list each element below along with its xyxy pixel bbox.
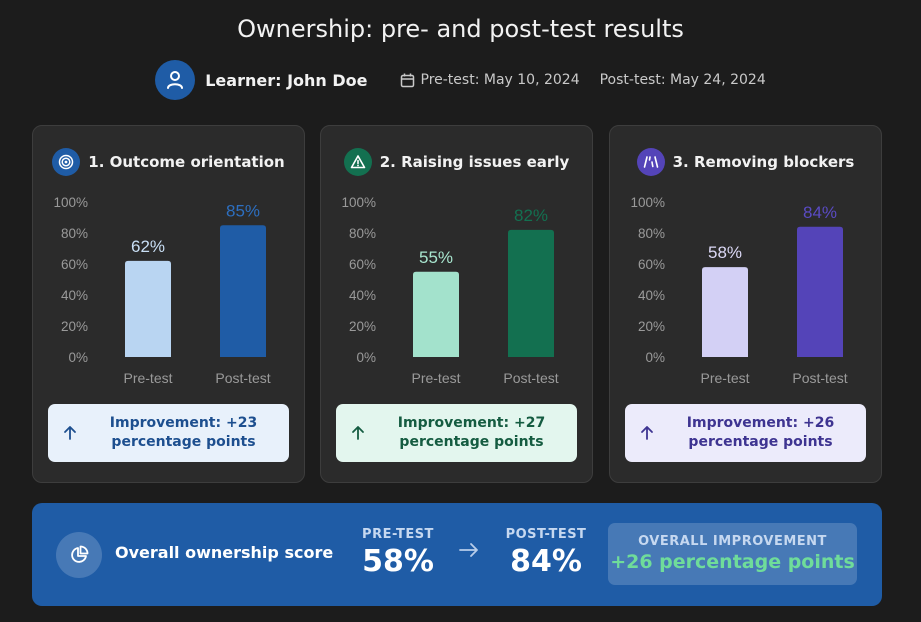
overall-summary-panel: Overall ownership score PRE-TEST 58% POS… [32,503,882,606]
arrow-right-icon [458,541,480,563]
post-test-value: 84% [510,544,582,579]
bar-pre-test [702,267,748,357]
bar-chart: 0% 20% 40% 60% 80% 100% 62% Pre-test 85% Post-tes… [53,195,270,386]
user-icon [155,60,196,100]
x-category-label: Post-test [792,370,847,386]
pre-test-label: PRE-TEST [362,527,434,542]
learner-name: Learner: John Doe [205,70,368,90]
post-test-score: POST-TEST 84% [494,527,598,579]
x-category-label: Pre-test [411,370,460,386]
y-tick-label: 20% [349,319,376,334]
data-label: 82% [514,206,548,225]
y-tick-label: 80% [638,226,665,241]
y-tick-label: 100% [630,195,665,210]
y-tick-label: 0% [68,350,88,365]
warning-icon [343,148,372,176]
bar-pre-test [125,260,171,357]
arrow-up-icon [48,425,92,441]
overall-improvement-label: OVERALL IMPROVEMENT [638,534,827,549]
y-tick-label: 100% [53,195,88,210]
data-label: 85% [226,201,260,220]
y-tick-label: 60% [61,257,88,272]
y-tick-label: 80% [61,226,88,241]
improvement-box: Improvement: +26 percentage points [625,404,866,462]
y-tick-label: 0% [645,350,665,365]
x-category-label: Pre-test [700,370,749,386]
card-title: 3. Removing blockers [672,153,855,171]
y-tick-label: 0% [356,350,376,365]
improvement-text: Improvement: +27 percentage points [397,415,546,450]
x-category-label: Pre-test [123,370,172,386]
summary-label: Overall ownership score [115,543,334,562]
data-label: 58% [708,243,742,262]
card-header: 2. Raising issues early [321,147,592,177]
improvement-box: Improvement: +27 percentage points [336,404,577,462]
improvement-box: Improvement: +23 percentage points [48,404,289,462]
y-tick-label: 100% [341,195,376,210]
y-tick-label: 60% [638,257,665,272]
card-header: 1. Outcome orientation [33,147,304,177]
card-header: 3. Removing blockers [610,147,881,177]
skill-card-removing-blockers: 3. Removing blockers 0% 20% 40% 60% 80% 100% 5… [609,125,882,483]
y-tick-label: 40% [638,288,665,303]
post-test-date: Post-test: May 24, 2024 [599,72,766,88]
x-category-label: Post-test [503,370,558,386]
data-label: 55% [419,248,453,267]
bar-chart: 0% 20% 40% 60% 80% 100% 55% Pre-test 82% Post-tes… [341,195,558,386]
bar-pre-test [413,271,459,357]
overall-improvement-box: OVERALL IMPROVEMENT +26 percentage point… [608,523,857,585]
arrow-up-icon [336,425,380,441]
pre-test-date: Pre-test: May 10, 2024 [420,72,580,88]
bar-post-test [508,229,554,357]
bar-chart: 0% 20% 40% 60% 80% 100% 58% Pre-test 84% Post-tes… [630,195,847,386]
y-tick-label: 60% [349,257,376,272]
y-tick-label: 20% [638,319,665,334]
overall-improvement-value: +26 percentage points [610,551,855,573]
calendar-icon [400,73,415,88]
y-tick-label: 20% [61,319,88,334]
card-title: 1. Outcome orientation [88,153,285,171]
data-label: 62% [131,237,165,256]
improvement-text: Improvement: +26 percentage points [686,415,835,450]
skill-card-raising-issues-early: 2. Raising issues early 0% 20% 40% 60% 80% 10… [320,125,593,483]
road-icon [636,148,665,176]
y-tick-label: 40% [61,288,88,303]
meta-row: Learner: John Doe Pre-test: May 10, 2024… [0,60,921,100]
pre-test-score: PRE-TEST 58% [350,527,446,579]
target-icon [52,148,81,176]
card-title: 2. Raising issues early [379,153,570,171]
page-title: Ownership: pre- and post-test results [237,15,684,43]
y-tick-label: 40% [349,288,376,303]
pie-chart-icon [56,532,102,578]
y-tick-label: 80% [349,226,376,241]
bar-post-test [220,225,266,357]
post-test-label: POST-TEST [505,527,587,542]
pre-test-value: 58% [362,544,434,579]
x-category-label: Post-test [215,370,270,386]
bar-post-test [797,226,843,357]
arrow-up-icon [625,425,669,441]
data-label: 84% [803,203,837,222]
skill-card-outcome-orientation: 1. Outcome orientation 0% 20% 40% 60% 80% 100… [32,125,305,483]
improvement-text: Improvement: +23 percentage points [109,415,258,450]
